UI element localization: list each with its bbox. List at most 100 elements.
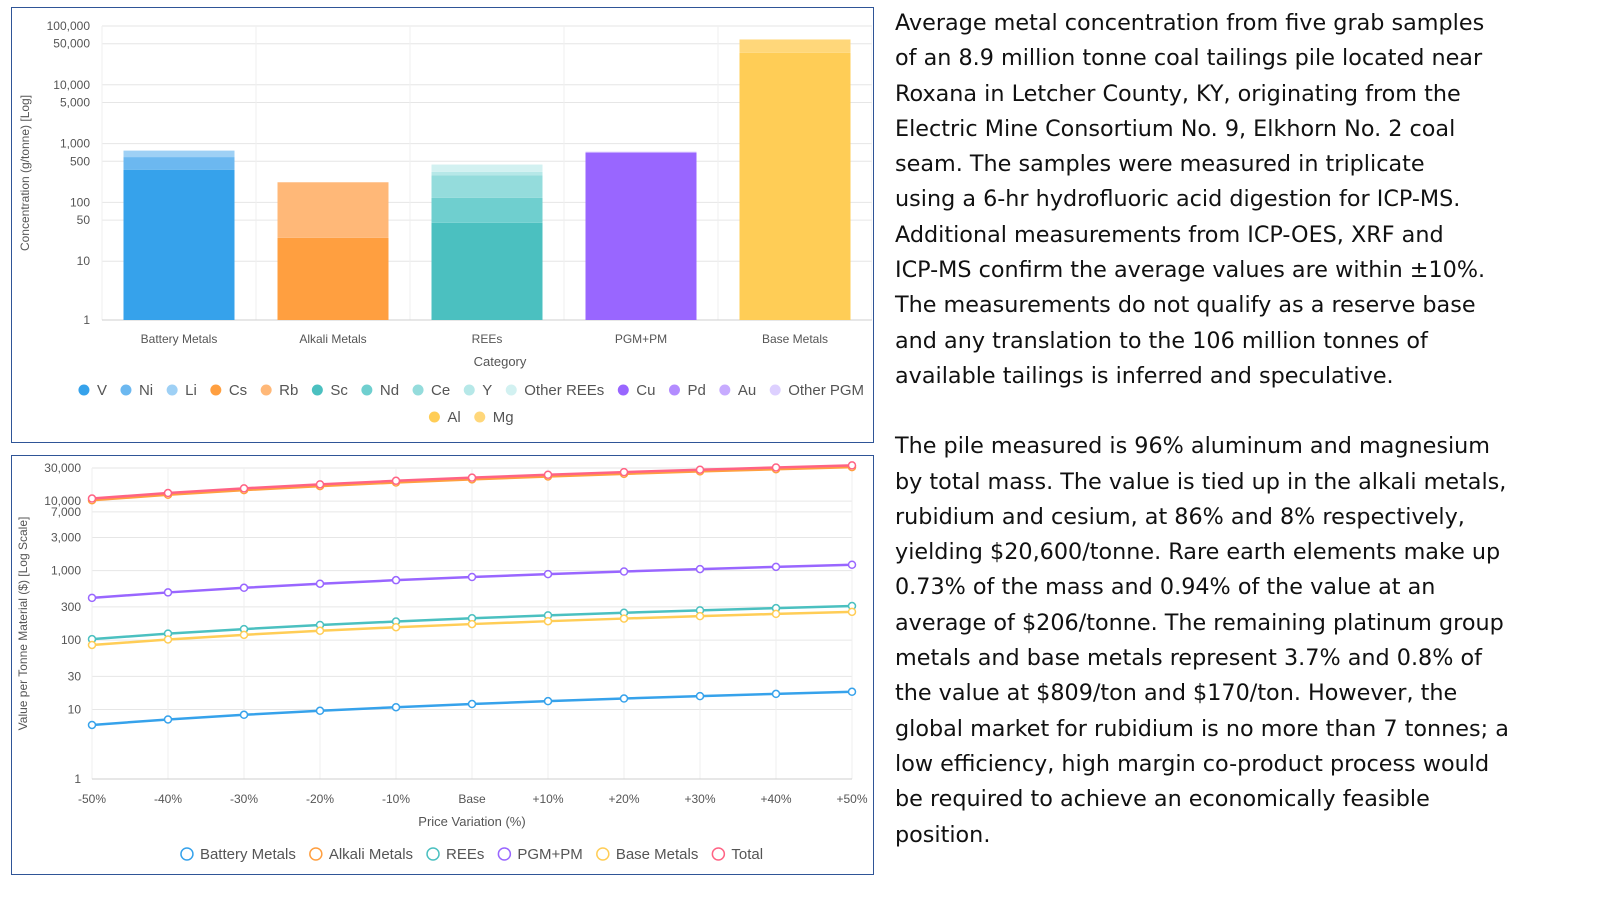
legend-item-battery-metals: Battery Metals (180, 846, 296, 863)
y-tick-label: 30 (68, 669, 82, 683)
legend-label: Alkali Metals (329, 846, 413, 863)
data-point-base-metals (619, 614, 629, 623)
y-tick-label: 5,000 (60, 96, 90, 110)
concentration-chart-panel: 1 10 50 100 500 1,000 5,000 10,000 50,000 100,000… (11, 7, 874, 443)
data-point-pgm-pm (467, 572, 477, 582)
bar-segment-ni (123, 157, 235, 170)
y-tick-label: 10 (68, 703, 82, 717)
x-tick-label: Alkali Metals (299, 332, 366, 346)
data-point-battery-metals (163, 715, 173, 724)
legend-row: V Ni Li Cs Rb Sc Nd Ce Y Other REEs Cu Pd Au Other PG… (78, 382, 864, 399)
data-point-base-metals (847, 607, 857, 617)
data-point-battery-metals (315, 706, 325, 716)
legend-item-other-rees: Other REEs (505, 382, 604, 399)
bar-segment-nd (431, 197, 543, 223)
legend-label: Other PGM (788, 382, 864, 399)
y-tick-label: 100,000 (47, 19, 91, 33)
legend-label: Ni (139, 382, 153, 399)
legend-item-au: Au (719, 382, 756, 399)
data-point-battery-metals (771, 689, 781, 699)
legend-label: V (97, 382, 107, 399)
data-point-pgm-pm (239, 583, 249, 593)
bar-segment-sc (431, 222, 543, 320)
legend-swatch (474, 411, 486, 423)
bar-segment-li (123, 150, 235, 158)
legend-swatch (78, 384, 90, 396)
y-tick-label: 1,000 (51, 564, 81, 578)
x-tick-label: +50% (836, 792, 867, 806)
data-point-pgm-pm (695, 564, 705, 574)
data-point-base-metals (315, 626, 325, 636)
y-tick-label: 1 (83, 313, 90, 327)
data-point-base-metals (391, 622, 401, 632)
legend-swatch (210, 384, 222, 396)
data-point-total (87, 494, 97, 503)
data-point-total (467, 473, 477, 482)
data-point-total (391, 476, 401, 486)
legend-swatch (260, 384, 272, 396)
legend-label: Au (738, 382, 756, 399)
data-point-total (847, 461, 857, 470)
data-point-pgm-pm (315, 579, 325, 588)
legend-label: Total (731, 846, 763, 863)
data-point-pgm-pm (391, 575, 401, 585)
legend-item-pgm-pm: PGM+PM (497, 846, 583, 863)
data-point-base-metals (771, 609, 781, 619)
x-tick-label: Battery Metals (141, 332, 218, 346)
legend-swatch (180, 847, 194, 861)
data-point-battery-metals (695, 691, 705, 701)
legend-label: Rb (279, 382, 298, 399)
bar-segment-rb (277, 182, 389, 238)
data-point-total (771, 463, 781, 472)
legend-item-sc: Sc (311, 382, 348, 399)
legend-row: Battery Metals Alkali Metals REEs PGM+PM Bas… (180, 846, 763, 863)
y-tick-label: 300 (61, 600, 81, 614)
y-axis-title: Value per Tonne Material ($) [Log Scale] (16, 517, 30, 731)
data-point-total (315, 480, 325, 489)
legend-swatch (497, 847, 512, 861)
legend-swatch (412, 384, 424, 396)
data-point-total (163, 488, 173, 498)
legend-swatch (120, 384, 132, 396)
data-point-battery-metals (847, 687, 857, 697)
legend-item-cu: Cu (617, 382, 655, 399)
y-tick-label: 50 (77, 213, 91, 227)
legend-label: REEs (446, 846, 484, 863)
legend-item-y: Y (463, 382, 492, 399)
data-point-battery-metals (619, 694, 629, 703)
data-point-battery-metals (239, 710, 249, 720)
x-tick-label: Base Metals (762, 332, 828, 346)
x-tick-label: Base (458, 792, 486, 806)
data-point-pgm-pm (847, 560, 857, 570)
bar-segment-cu (585, 152, 697, 320)
legend-item-pd: Pd (668, 382, 706, 399)
legend-item-total: Total (711, 846, 763, 863)
x-tick-label: -50% (78, 792, 106, 806)
legend-swatch (719, 384, 731, 396)
x-tick-label: PGM+PM (615, 332, 667, 346)
legend-label: Battery Metals (200, 846, 296, 863)
legend-item-rees: REEs (426, 846, 484, 863)
x-tick-label: +30% (684, 792, 715, 806)
y-tick-label: 7,000 (51, 505, 81, 519)
data-point-base-metals (163, 635, 173, 644)
y-tick-label: 3,000 (51, 530, 81, 544)
legend-item-mg: Mg (474, 409, 514, 426)
y-tick-label: 10,000 (44, 494, 81, 508)
y-tick-label: 30,000 (44, 461, 81, 475)
legend-item-ni: Ni (120, 382, 153, 399)
data-point-base-metals (543, 616, 553, 626)
legend-swatch (711, 847, 726, 861)
legend-item-alkali-metals: Alkali Metals (309, 846, 413, 863)
legend-swatch (309, 847, 323, 861)
legend-label: Y (482, 382, 492, 399)
legend-label: Cs (229, 382, 247, 399)
legend-label: Other REEs (524, 382, 604, 399)
legend-swatch (617, 384, 629, 396)
value-chart-panel: 1 10 30 100 300 1,000 3,000 7,000 10,000 30,000 -5… (11, 455, 874, 875)
data-point-pgm-pm (619, 567, 629, 576)
legend-row: Al Mg (428, 409, 514, 426)
data-point-total (239, 484, 249, 493)
x-axis-title: Price Variation (%) (418, 814, 525, 829)
